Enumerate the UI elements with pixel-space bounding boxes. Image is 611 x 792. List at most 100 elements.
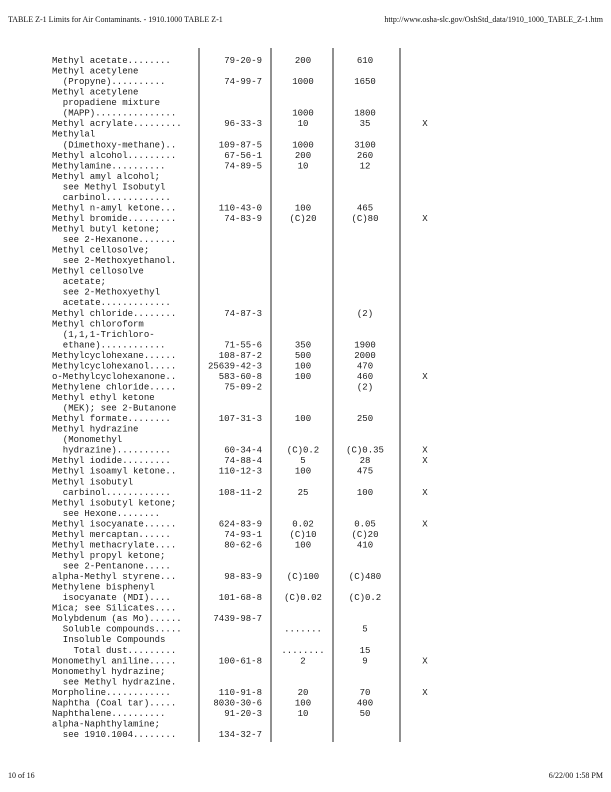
substance-name: Methyl hydrazine: [52, 425, 138, 435]
mg-limit: 475: [357, 467, 373, 477]
cas-number: 71-55-6: [224, 340, 262, 350]
skin-designation: X: [422, 656, 428, 666]
substance-name: see Hexone........: [52, 509, 160, 519]
substance-name: acetate.............: [52, 298, 171, 308]
substance-name: (Propyne)..........: [52, 77, 165, 87]
cas-number: 25639-42-3: [208, 361, 262, 371]
substance-name: Methyl formate........: [52, 414, 171, 424]
substance-name: see 2-Methoxyethyl: [52, 288, 160, 298]
cas-number: 109-87-5: [219, 140, 262, 150]
ppm-limit: 100: [295, 540, 311, 550]
ppm-limit: 200: [295, 151, 311, 161]
mg-limit: 2000: [354, 351, 376, 361]
substance-name: Methyl methacrylate....: [52, 540, 176, 550]
timestamp: 6/22/00 1:58 PM: [549, 771, 603, 780]
cas-number: 101-68-8: [219, 593, 262, 603]
cas-number: 74-87-3: [224, 309, 262, 319]
cas-number: 624-83-9: [219, 519, 262, 529]
cas-number: 110-43-0: [219, 203, 262, 213]
skin-designation: X: [422, 372, 428, 382]
mg-limit: 260: [357, 151, 373, 161]
mg-limit: 3100: [354, 140, 376, 150]
substance-name: Methyl ethyl ketone: [52, 393, 155, 403]
mg-limit: (C)0.2: [349, 593, 381, 603]
ppm-limit: 100: [295, 698, 311, 708]
skin-designation: X: [422, 456, 428, 466]
skin-designation: X: [422, 488, 428, 498]
cas-number: 75-09-2: [224, 382, 262, 392]
mg-limit: 1650: [354, 77, 376, 87]
substance-name: carbinol............: [52, 193, 171, 203]
cas-number: 74-93-1: [224, 530, 262, 540]
ppm-limit: (C)10: [289, 530, 316, 540]
substance-name: Methylene bisphenyl: [52, 583, 155, 593]
substance-name: Methyl bromide.........: [52, 214, 176, 224]
cas-number: 60-34-4: [224, 446, 262, 456]
ppm-limit: 200: [295, 56, 311, 66]
substance-name: Soluble compounds.....: [52, 625, 182, 635]
substance-name: Naphthalene..........: [52, 709, 165, 719]
cas-number: 7439-98-7: [213, 614, 262, 624]
mg-limit: 465: [357, 203, 373, 213]
substance-name: Monomethyl aniline.....: [52, 656, 176, 666]
substance-name: Methyl acetate........: [52, 56, 171, 66]
substance-name: Methyl acrylate.........: [52, 119, 182, 129]
substance-name: Methyl isoamyl ketone..: [52, 467, 176, 477]
skin-designation: X: [422, 688, 428, 698]
mg-limit: 70: [360, 688, 371, 698]
substance-name: Methyl mercaptan......: [52, 530, 171, 540]
cas-number: 91-20-3: [224, 709, 262, 719]
cas-number: 79-20-9: [224, 56, 262, 66]
ppm-limit: (C)0.2: [287, 446, 319, 456]
ppm-limit: (C)0.02: [284, 593, 322, 603]
substance-name: Methyl isobutyl ketone;: [52, 498, 176, 508]
cas-number: 107-31-3: [219, 414, 262, 424]
substance-name: carbinol............: [52, 488, 171, 498]
substance-name: Mica; see Silicates....: [52, 604, 176, 614]
substance-name: Methyl alcohol.........: [52, 151, 176, 161]
mg-limit: 1900: [354, 340, 376, 350]
substance-name: Methyl cellosolve: [52, 267, 144, 277]
ppm-limit: 1000: [292, 109, 314, 119]
substance-name: Methylamine..........: [52, 161, 165, 171]
substance-name: Methyl acetylene: [52, 88, 138, 98]
cas-number: 134-32-7: [219, 730, 262, 740]
ppm-limit: 100: [295, 372, 311, 382]
cas-number: 67-56-1: [224, 151, 262, 161]
substance-name: Monomethyl hydrazine;: [52, 667, 165, 677]
ppm-limit: 100: [295, 361, 311, 371]
cas-number: 74-89-5: [224, 161, 262, 171]
ppm-limit: 1000: [292, 140, 314, 150]
substance-name: Morpholine............: [52, 688, 171, 698]
substance-name: Methyl n-amyl ketone...: [52, 203, 176, 213]
substance-name: Methyl isocyanate......: [52, 519, 176, 529]
header-title: TABLE Z-1 Limits for Air Contaminants. -…: [8, 15, 223, 24]
mg-limit: 12: [360, 161, 371, 171]
cas-number: 74-83-9: [224, 214, 262, 224]
substance-name: see Methyl Isobutyl: [52, 182, 165, 192]
substance-name: (Monomethyl: [52, 435, 122, 445]
mg-limit: 100: [357, 488, 373, 498]
substance-name: see 2-Methoxyethanol.: [52, 256, 176, 266]
cas-number: 108-11-2: [219, 488, 262, 498]
header-url: http://www.osha-slc.gov/OshStd_data/1910…: [384, 15, 603, 24]
cas-number: 8030-30-6: [213, 698, 262, 708]
mg-limit: 35: [360, 119, 371, 129]
cas-number: 80-62-6: [224, 540, 262, 550]
ppm-limit: 1000: [292, 77, 314, 87]
mg-limit: 470: [357, 361, 373, 371]
cas-number: 74-88-4: [224, 456, 262, 466]
ppm-limit: 2: [300, 656, 305, 666]
substance-name: Methylene chloride.....: [52, 382, 176, 392]
substance-name: Methylcyclohexanol.....: [52, 361, 176, 371]
substance-name: Insoluble Compounds: [52, 635, 165, 645]
cas-number: 98-83-9: [224, 572, 262, 582]
mg-limit: 5: [362, 625, 367, 635]
substance-name: hydrazine)..........: [52, 446, 171, 456]
substance-name: see 2-Pentanone.....: [52, 562, 171, 572]
mg-limit: 400: [357, 698, 373, 708]
skin-designation: X: [422, 119, 428, 129]
substance-name: (MAPP)...............: [52, 109, 176, 119]
ppm-limit: 10: [298, 709, 309, 719]
substance-name: Methyl butyl ketone;: [52, 225, 160, 235]
